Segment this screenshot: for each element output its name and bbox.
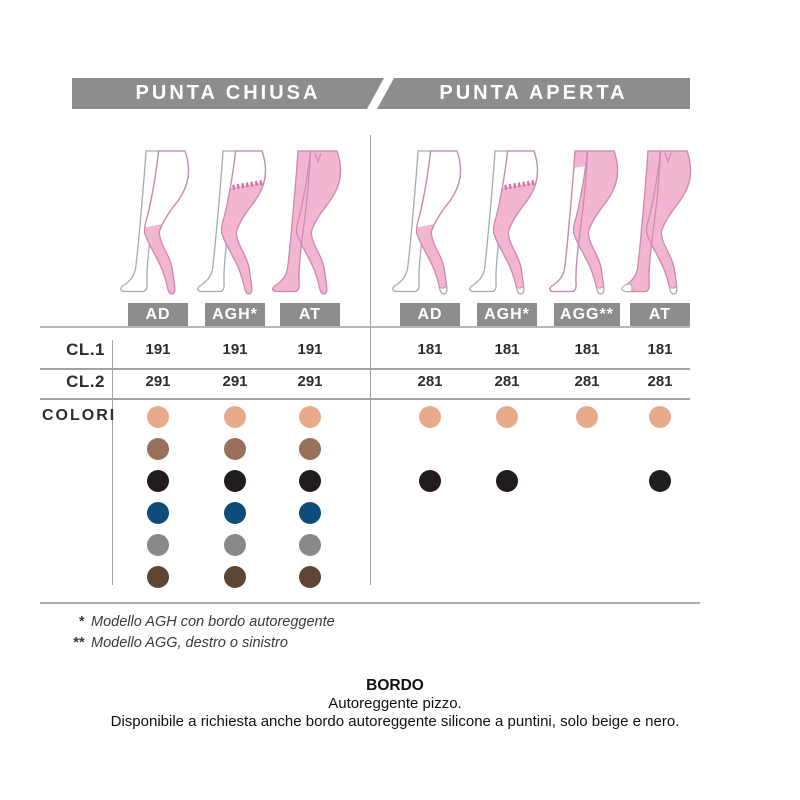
- color-dot-darkbrown: [224, 566, 246, 588]
- leg-illustration-ad-closed: [120, 150, 190, 295]
- bordo-line2: Disponibile a richiesta anche bordo auto…: [110, 713, 680, 730]
- model-badge-ad: AD: [128, 303, 188, 326]
- bordo-line1: Autoreggente pizzo.: [328, 695, 462, 712]
- cl2-value: 291: [145, 373, 171, 390]
- cl2-value: 291: [222, 373, 248, 390]
- leg-illustration-at-open: [621, 150, 692, 295]
- model-badge-at: AT: [280, 303, 340, 326]
- table-top-line: [40, 326, 690, 328]
- color-dot-beige: [224, 406, 246, 428]
- model-badge-agh: AGH*: [205, 303, 265, 326]
- color-dot-gray: [299, 534, 321, 556]
- column-aperta-at: AT 181 281: [618, 148, 702, 590]
- column-aperta-agg: AGG** 181 281: [545, 148, 629, 590]
- header-punta-chiusa: PUNTA CHIUSA: [72, 78, 384, 109]
- table-mid-line: [40, 368, 690, 370]
- model-badge-agg: AGG**: [554, 303, 620, 326]
- bordo-section: BORDO Autoreggente pizzo. Disponibile a …: [0, 676, 790, 731]
- color-dot-brown: [299, 438, 321, 460]
- color-dot-gray: [147, 534, 169, 556]
- header-right-label: PUNTA APERTA: [439, 82, 628, 104]
- color-dot-darkbrown: [299, 566, 321, 588]
- row-label-colori: COLORI: [42, 407, 117, 424]
- color-dot-brown: [147, 438, 169, 460]
- bordo-title: BORDO: [366, 677, 424, 694]
- footnote-text: Modello AGH con bordo autoreggente: [91, 614, 335, 630]
- leg-illustration-ad-open: [392, 150, 462, 295]
- color-dot-beige: [147, 406, 169, 428]
- cl1-value: 181: [647, 341, 673, 358]
- column-chiusa-at: AT 191 291: [268, 148, 352, 590]
- color-dot-brown: [224, 438, 246, 460]
- color-dot-black: [147, 470, 169, 492]
- footnote-separator-line: [40, 602, 700, 604]
- cl1-value: 191: [145, 341, 171, 358]
- column-aperta-ad: AD 181 281: [388, 148, 472, 590]
- footnote-marker: **: [72, 635, 84, 651]
- footnote-text: Modello AGG, destro o sinistro: [91, 635, 288, 651]
- color-dot-beige: [419, 406, 441, 428]
- model-badge-ad: AD: [400, 303, 460, 326]
- cl1-value: 191: [222, 341, 248, 358]
- model-label: AT: [648, 305, 672, 323]
- color-dot-blue: [299, 502, 321, 524]
- group-divider-line: [370, 135, 371, 585]
- cl1-value: 181: [417, 341, 443, 358]
- cl1-value: 181: [494, 341, 520, 358]
- column-aperta-agh: AGH* 181 281: [465, 148, 549, 590]
- footnotes: * Modello AGH con bordo autoreggente ** Mo…: [58, 612, 335, 654]
- cl2-value: 281: [574, 373, 600, 390]
- model-label: AGG**: [560, 305, 614, 323]
- model-badge-agh: AGH*: [477, 303, 537, 326]
- header-left-label: PUNTA CHIUSA: [135, 82, 321, 104]
- cl2-value: 281: [647, 373, 673, 390]
- cl1-value: 181: [574, 341, 600, 358]
- cl2-value: 281: [417, 373, 443, 390]
- color-dot-black: [649, 470, 671, 492]
- color-dot-blue: [224, 502, 246, 524]
- row-label-cl1: CL.1: [66, 340, 105, 359]
- label-divider-line: [112, 340, 113, 585]
- color-dot-black: [496, 470, 518, 492]
- header-punta-aperta: PUNTA APERTA: [377, 78, 690, 109]
- column-chiusa-ad: AD 191 291: [116, 148, 200, 590]
- model-badge-at: AT: [630, 303, 690, 326]
- footnote-marker: *: [78, 614, 84, 630]
- footnote-agg: ** Modello AGG, destro o sinistro: [58, 633, 335, 654]
- color-dot-beige: [496, 406, 518, 428]
- color-dot-black: [224, 470, 246, 492]
- color-dot-beige: [299, 406, 321, 428]
- leg-illustration-agh-open: [469, 150, 539, 295]
- column-chiusa-agh: AGH* 191 291: [193, 148, 277, 590]
- color-dot-beige: [649, 406, 671, 428]
- model-label: AT: [298, 305, 322, 323]
- cl1-value: 191: [297, 341, 323, 358]
- color-dot-blue: [147, 502, 169, 524]
- leg-illustration-agh-closed: [197, 150, 267, 295]
- color-dot-gray: [224, 534, 246, 556]
- cl2-value: 291: [297, 373, 323, 390]
- model-label: AD: [145, 305, 171, 323]
- color-dot-black: [419, 470, 441, 492]
- leg-illustration-agg-open: [549, 150, 619, 295]
- color-dot-beige: [576, 406, 598, 428]
- cl2-value: 281: [494, 373, 520, 390]
- leg-illustration-at-closed: [272, 150, 342, 295]
- color-dot-black: [299, 470, 321, 492]
- table-bottom-line: [40, 398, 690, 400]
- row-label-cl2: CL.2: [66, 372, 105, 391]
- model-label: AGH*: [212, 305, 258, 323]
- footnote-agh: * Modello AGH con bordo autoreggente: [58, 612, 335, 633]
- model-label: AGH*: [484, 305, 530, 323]
- color-dot-darkbrown: [147, 566, 169, 588]
- model-label: AD: [417, 305, 443, 323]
